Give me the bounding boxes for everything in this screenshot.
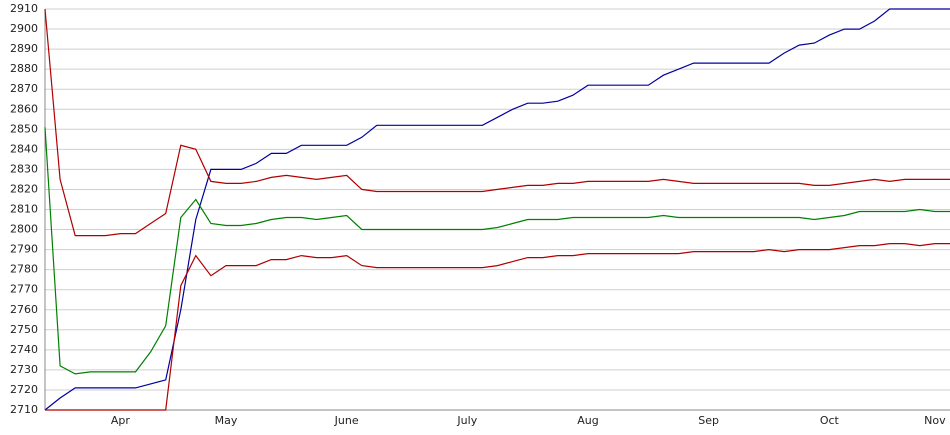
y-tick-label: 2890 xyxy=(10,42,38,55)
y-tick-label: 2720 xyxy=(10,383,38,396)
x-tick-label: June xyxy=(334,414,359,427)
y-tick-label: 2870 xyxy=(10,82,38,95)
y-tick-label: 2850 xyxy=(10,122,38,135)
y-tick-label: 2740 xyxy=(10,343,38,356)
x-tick-label: July xyxy=(456,414,477,427)
y-tick-label: 2770 xyxy=(10,283,38,296)
y-tick-label: 2750 xyxy=(10,323,38,336)
y-tick-label: 2790 xyxy=(10,243,38,256)
y-tick-label: 2860 xyxy=(10,102,38,115)
y-tick-label: 2910 xyxy=(10,2,38,15)
series-line xyxy=(44,127,950,375)
y-tick-label: 2730 xyxy=(10,363,38,376)
x-tick-label: Sep xyxy=(698,414,719,427)
x-tick-label: Aug xyxy=(577,414,598,427)
series-line xyxy=(45,243,950,411)
y-tick-label: 2900 xyxy=(10,22,38,35)
y-tick-label: 2780 xyxy=(10,263,38,276)
x-tick-label: May xyxy=(215,414,238,427)
y-tick-label: 2830 xyxy=(10,162,38,175)
y-tick-label: 2820 xyxy=(10,182,38,195)
x-tick-label: Apr xyxy=(111,414,131,427)
series-line xyxy=(44,8,950,237)
y-tick-label: 2880 xyxy=(10,62,38,75)
x-tick-label: Oct xyxy=(820,414,840,427)
series-line xyxy=(44,8,950,411)
y-tick-label: 2840 xyxy=(10,142,38,155)
y-tick-label: 2800 xyxy=(10,223,38,236)
x-tick-label: Nov xyxy=(924,414,946,427)
y-tick-label: 2710 xyxy=(10,403,38,416)
y-tick-label: 2760 xyxy=(10,303,38,316)
y-tick-label: 2810 xyxy=(10,203,38,216)
